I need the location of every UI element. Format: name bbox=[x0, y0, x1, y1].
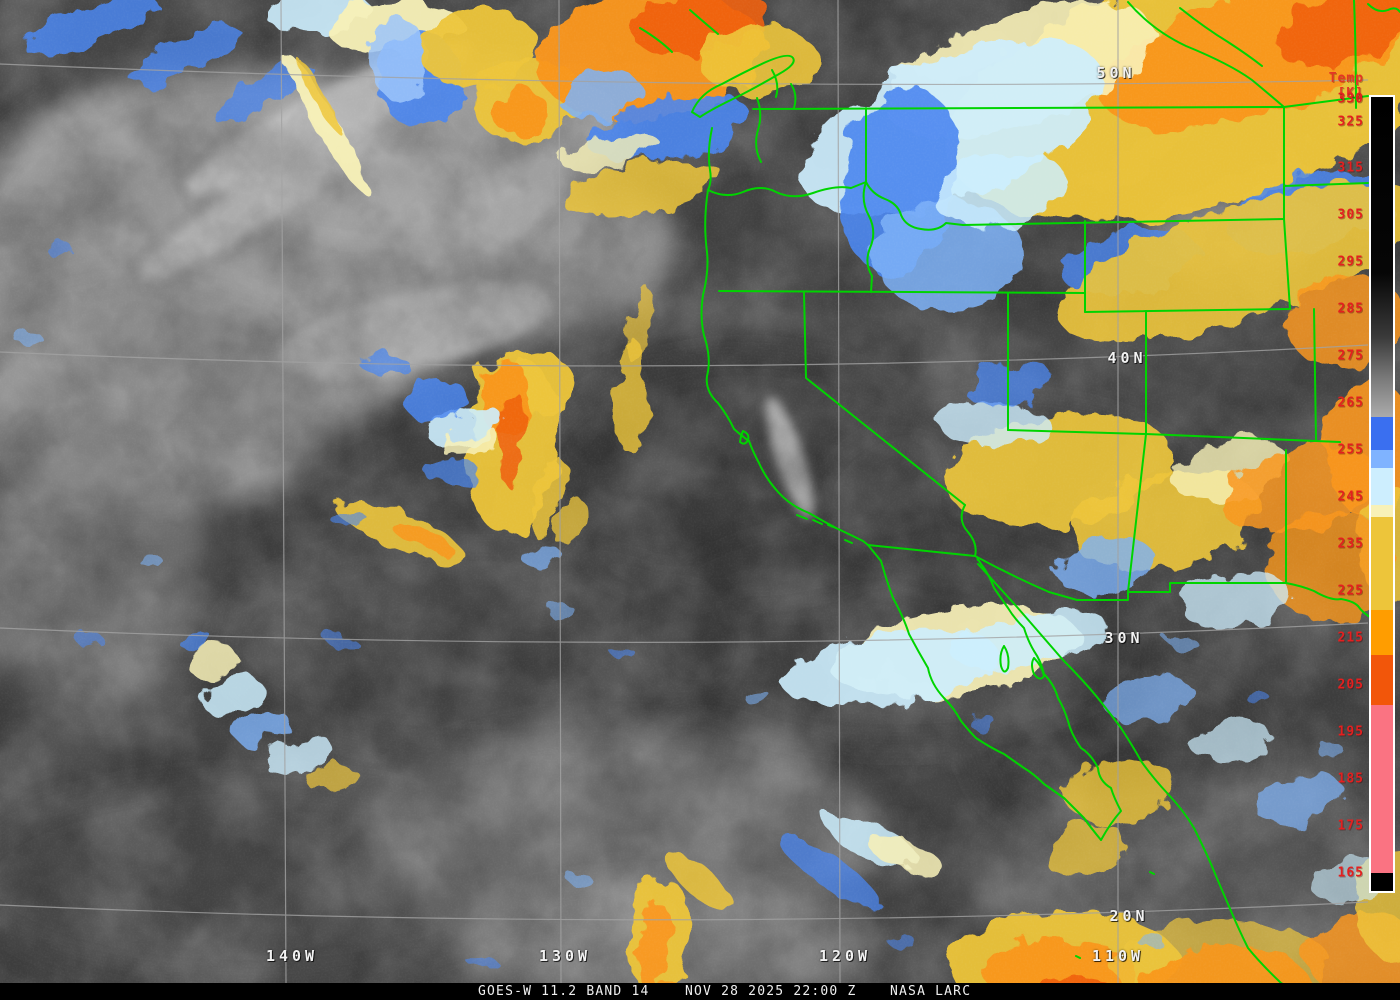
colorbar-segment bbox=[1371, 417, 1393, 450]
latitude-label: 20N bbox=[1109, 907, 1149, 925]
longitude-line-140w bbox=[280, 0, 287, 983]
wy-east-border bbox=[1283, 218, 1291, 310]
longitude-line-130w bbox=[558, 0, 562, 983]
sf-bay bbox=[739, 430, 750, 445]
channel-islands bbox=[796, 514, 853, 544]
colorbar-title: Temp [K] bbox=[1328, 71, 1364, 101]
longitude-line-120w bbox=[837, 0, 841, 983]
colorbar-segment bbox=[1371, 610, 1393, 655]
mexico-mainland-coast bbox=[977, 563, 1284, 983]
az-nm-border-109w bbox=[1127, 433, 1147, 593]
gulf-islands bbox=[999, 645, 1155, 959]
temperature-colorbar bbox=[1369, 95, 1395, 893]
latitude-label: 40N bbox=[1107, 349, 1147, 367]
border-41n bbox=[1084, 308, 1291, 313]
id-mt-border bbox=[865, 181, 964, 231]
colorado-river-border bbox=[960, 504, 977, 557]
latitude-line-20n bbox=[0, 901, 1369, 921]
graticule bbox=[0, 0, 1369, 983]
colorbar-segment bbox=[1371, 505, 1393, 517]
co-east-border bbox=[1313, 308, 1317, 441]
caption-credit: NASA LARC bbox=[890, 984, 972, 999]
longitude-label: 120W bbox=[818, 947, 872, 965]
baja-outer-coast bbox=[867, 544, 1102, 841]
ca-nv-border bbox=[803, 292, 966, 506]
caption-timestamp: NOV 28 2025 22:00 Z bbox=[685, 984, 857, 999]
nd-sd-border bbox=[1283, 182, 1369, 187]
border-42n bbox=[718, 290, 1086, 294]
colorbar-segment bbox=[1371, 705, 1393, 873]
vancouver-island-coast bbox=[639, 9, 797, 163]
latitude-line-50n bbox=[0, 63, 1369, 86]
colorbar-segment bbox=[1371, 97, 1393, 417]
colorbar-segment bbox=[1371, 873, 1393, 891]
pacific-coastline bbox=[700, 127, 869, 546]
latitude-line-40n bbox=[0, 344, 1369, 367]
colorbar-segment bbox=[1371, 517, 1393, 610]
caption-product: GOES-W 11.2 BAND 14 bbox=[478, 984, 650, 999]
caption-bar: GOES-W 11.2 BAND 14 NOV 28 2025 22:00 Z … bbox=[0, 983, 1400, 1000]
latitude-label: 30N bbox=[1104, 629, 1144, 647]
canada-border bbox=[752, 95, 1369, 110]
us-mexico-border bbox=[867, 544, 1287, 601]
mt-wy-border-45n bbox=[962, 218, 1285, 226]
wa-or-border bbox=[707, 181, 867, 198]
latitude-label: 50N bbox=[1096, 64, 1136, 82]
longitude-label: 110W bbox=[1091, 947, 1145, 965]
colorbar-segment bbox=[1371, 655, 1393, 705]
baja-inner-coast bbox=[976, 557, 1122, 841]
colorbar-segment bbox=[1371, 450, 1393, 468]
rio-grande bbox=[1285, 582, 1371, 618]
longitude-label: 130W bbox=[538, 947, 592, 965]
longitude-label: 140W bbox=[265, 947, 319, 965]
latitude-line-30n bbox=[0, 622, 1369, 643]
colorbar-segment bbox=[1371, 468, 1393, 505]
canada-provincial-borders bbox=[1127, 0, 1400, 109]
or-id-border bbox=[862, 181, 875, 293]
geo-boundaries bbox=[639, 0, 1400, 983]
